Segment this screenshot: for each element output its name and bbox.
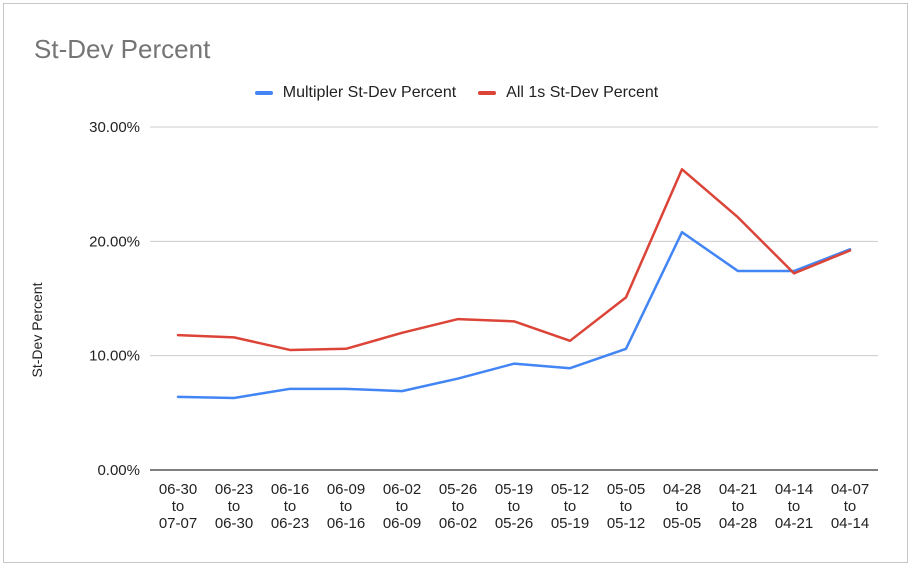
- x-tick-label: to: [340, 498, 353, 515]
- x-tick-label: 06-16: [327, 515, 365, 532]
- chart-title: St-Dev Percent: [34, 34, 211, 64]
- legend-item-multiplier[interactable]: Multipler St-Dev Percent: [254, 84, 457, 102]
- x-tick-label: to: [452, 498, 465, 515]
- x-tick-label: 05-12: [551, 481, 589, 498]
- legend-item-all-1s[interactable]: All 1s St-Dev Percent: [478, 84, 658, 102]
- x-tick-label: to: [228, 498, 241, 515]
- x-tick-label: 05-12: [607, 515, 645, 532]
- x-tick-label: 05-19: [551, 515, 589, 532]
- series-line-all-1s: [176, 168, 852, 352]
- x-tick-label: to: [172, 498, 185, 515]
- x-tick-label: to: [396, 498, 409, 515]
- x-tick-label: to: [844, 498, 857, 515]
- x-tick-label: 06-16: [271, 481, 309, 498]
- x-tick-label: 06-23: [271, 515, 309, 532]
- x-tick-label: to: [788, 498, 801, 515]
- x-tick-label: to: [508, 498, 521, 515]
- x-tick-label: 05-05: [663, 515, 701, 532]
- x-tick-label: 06-02: [439, 515, 477, 532]
- x-tick-label: 05-05: [607, 481, 645, 498]
- x-tick-label: to: [732, 498, 745, 515]
- y-tick-label: 20.00%: [89, 233, 140, 250]
- x-tick-label: 04-07: [831, 481, 869, 498]
- x-tick-label: 05-26: [495, 515, 533, 532]
- legend-label-multiplier: Multipler St-Dev Percent: [282, 84, 457, 101]
- x-tick-label: 05-19: [495, 481, 533, 498]
- x-tick-label: 06-23: [215, 481, 253, 498]
- x-tick-label: to: [676, 498, 689, 515]
- x-tick-label: 04-28: [663, 481, 701, 498]
- series-line-multiplier: [176, 230, 852, 400]
- x-tick-label: 04-21: [719, 481, 757, 498]
- x-tick-label: to: [564, 498, 577, 515]
- x-tick-label: 06-02: [383, 481, 421, 498]
- x-tick-label: 04-14: [831, 515, 869, 532]
- y-tick-label: 10.00%: [89, 348, 140, 365]
- x-tick-label: 06-09: [327, 481, 365, 498]
- chart-legend: Multipler St-Dev Percent All 1s St-Dev P…: [4, 84, 909, 102]
- x-tick-label: to: [620, 498, 633, 515]
- x-tick-label: 04-28: [719, 515, 757, 532]
- x-tick-label: 04-21: [775, 515, 813, 532]
- x-tick-label: 06-09: [383, 515, 421, 532]
- x-tick-label: 07-07: [159, 515, 197, 532]
- x-tick-label: 06-30: [159, 481, 197, 498]
- x-tick-label: 06-30: [215, 515, 253, 532]
- legend-swatch-all-1s: [478, 91, 497, 95]
- x-tick-label: 04-14: [775, 481, 813, 498]
- y-tick-label: 30.00%: [89, 119, 140, 136]
- legend-swatch-multiplier: [254, 91, 273, 95]
- legend-label-all-1s: All 1s St-Dev Percent: [506, 84, 659, 101]
- y-tick-label: 0.00%: [97, 462, 140, 479]
- x-tick-label: 05-26: [439, 481, 477, 498]
- x-tick-label: to: [284, 498, 297, 515]
